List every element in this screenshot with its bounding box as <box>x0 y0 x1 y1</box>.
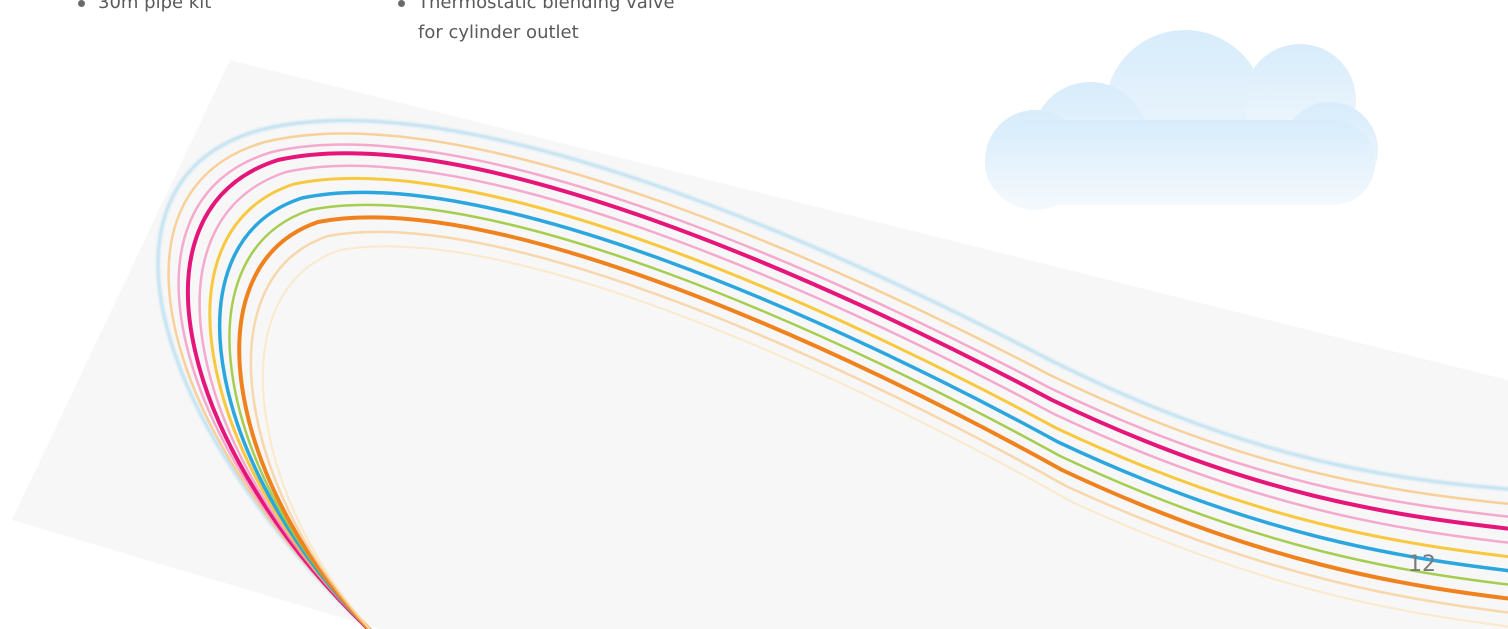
list-item-text: Thermostatic blending valve for cylinder… <box>418 0 675 43</box>
cloud-illustration <box>985 30 1378 210</box>
page-number: 12 <box>1408 552 1436 577</box>
list-item-text: 30m pipe kit <box>98 0 212 13</box>
list-item: Thermostatic blending valve for cylinder… <box>396 0 696 48</box>
rainbow-swoosh-illustration <box>156 119 1508 629</box>
tilted-sheet-shape <box>12 60 1508 629</box>
list-item: 30m pipe kit <box>76 0 336 18</box>
bullet-list-left: 30m pipe kit <box>76 0 336 18</box>
bullet-list-right: Thermostatic blending valve for cylinder… <box>396 0 696 48</box>
